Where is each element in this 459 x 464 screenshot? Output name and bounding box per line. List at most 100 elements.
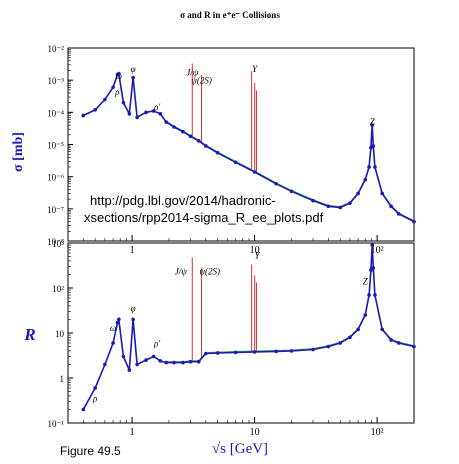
figure-caption: Figure 49.5 [60,444,121,458]
data-point [412,344,416,349]
data-point [274,182,278,186]
data-point [233,350,238,355]
x-tick-label: 10² [371,427,384,438]
resonance-label: ψ(2S) [199,266,220,276]
data-point [117,71,121,76]
data-point [111,85,115,90]
r-annotations: ρ ω φ ρ' J/ψ ψ(2S) Υ Z [92,251,369,404]
resonance-label: Z [363,276,369,286]
data-point [103,362,107,367]
sigma-data-points [81,71,416,224]
data-point [196,359,201,364]
data-point [371,266,376,270]
data-point [151,109,156,113]
data-point [204,351,208,356]
r-ratio-panel: 10⁻¹ 1 10 10² 10³ 1 10 10² ρ ω φ ρ' J/ψ ψ(2S) Υ Z R [23,239,416,438]
resonance-label: J/ψ [186,67,198,77]
data-point [158,112,163,116]
y-tick-label: 10⁻² [48,44,65,54]
r-resonance-lines [191,257,257,362]
data-point [135,362,139,367]
data-point [356,191,360,196]
r-x-axis: 1 10 10² [83,417,415,438]
data-point [370,123,375,127]
r-data-points [81,243,416,412]
data-point [103,97,107,102]
resonance-label: ψ(2S) [191,75,212,85]
data-point [338,341,343,345]
data-point [127,368,132,372]
data-point [81,407,86,412]
data-series-line [82,245,415,410]
data-point [338,205,343,210]
resonance-label: ρ' [153,339,161,349]
data-point [144,110,148,115]
data-point [158,359,163,363]
x-tick-label: 1 [130,245,135,256]
resonance-label: Υ [252,64,258,74]
data-point [363,313,368,317]
y-tick-label: 10⁻⁴ [47,108,64,118]
data-point [93,107,97,112]
data-point [215,351,220,355]
source-url-line-2: xsections/rpp2014-sigma_R_ee_plots.pdf [84,210,324,225]
sigma-panel: 10⁻⁸10⁻⁷10⁻⁶10⁻⁵10⁻⁴10⁻³10⁻² 1 10 10² ρωφρ… [11,44,416,256]
data-point [151,354,156,359]
y-tick-label: 10⁻⁶ [47,173,64,183]
resonance-label: ρ [92,394,98,404]
data-point [367,293,371,297]
data-point [412,219,416,224]
data-point [181,129,185,134]
data-point [348,201,352,205]
r-y-axis-label: R [23,325,35,344]
sigma-annotations: ρωφ ρ' J/ψψ(2S) Υ Z [114,64,375,127]
sigma-y-axis: 10⁻⁸ 10⁻⁷ 10⁻⁶ 10⁻⁵ 10⁻⁴ 10⁻³ 10⁻² [47,44,73,247]
data-point [389,204,393,209]
x-axis-label: √s [GeV] [212,441,268,457]
resonance-label: φ [131,64,136,74]
data-point [172,360,176,365]
sigma-resonance-lines [191,63,257,173]
data-point [274,349,278,354]
data-point [396,212,401,216]
y-tick-label: 10⁻⁸ [47,237,64,247]
data-point [127,112,132,116]
data-point [371,144,376,148]
data-point [111,341,115,345]
data-point [370,243,375,247]
data-point [164,120,169,124]
data-point [396,341,401,345]
sigma-y-axis-label: σ [mb] [11,132,26,172]
y-tick-label: 10⁻⁷ [47,205,64,215]
y-tick-label: 1 [60,374,65,384]
figure-title: σ and R in e⁺e⁻ Collisions [180,10,280,20]
data-point [188,134,193,139]
data-point [311,347,315,352]
y-tick-label: 10⁻¹ [48,419,65,429]
x-tick-label: 10² [371,245,384,256]
data-point [131,317,135,322]
data-point [204,144,208,148]
data-point [172,125,176,129]
source-url-line-1: http://pdg.lbl.gov/2014/hadronic- [90,193,276,208]
r-y-axis: 10⁻¹ 1 10 10² 10³ [48,239,73,429]
resonance-label: ρ' [153,102,161,112]
data-point [369,268,373,272]
data-point [380,191,384,196]
y-tick-label: 10⁻⁵ [47,141,64,151]
sigma-x-axis: 1 10 10² [83,235,415,256]
y-tick-label: 10 [55,329,65,339]
data-point [380,327,384,332]
data-point [367,165,371,169]
resonance-label: Υ [255,251,261,261]
data-point [93,386,97,390]
data-point [117,317,121,322]
resonance-label: Z [370,117,376,127]
data-point [348,335,352,340]
data-point [121,100,126,105]
resonance-label: ω [116,71,122,81]
y-tick-label: 10³ [52,239,64,249]
data-point [233,160,238,165]
resonance-label: ω [110,323,116,333]
